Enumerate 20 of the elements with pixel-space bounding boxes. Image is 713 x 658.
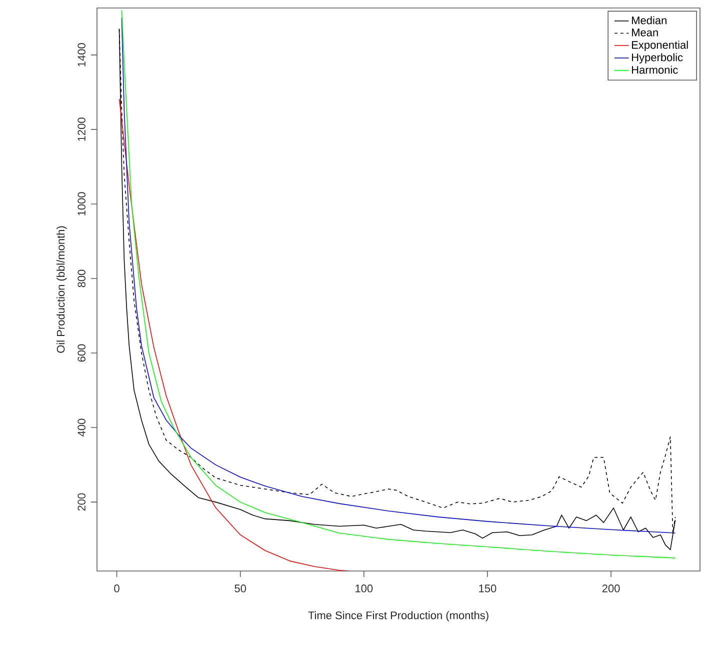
- x-tick-label: 200: [602, 584, 620, 592]
- y-tick-label: 200: [78, 493, 86, 511]
- x-tick-label: 150: [479, 584, 496, 592]
- y-tick-label: 800: [78, 270, 86, 288]
- y-axis-title: Oil Production (bbl/month): [56, 226, 67, 353]
- legend-label: Median: [632, 16, 666, 24]
- legend-label: Harmonic: [632, 66, 678, 74]
- x-tick-label: 0: [114, 584, 120, 592]
- legend-label: Exponential: [632, 40, 688, 51]
- x-tick-label: 50: [234, 584, 246, 592]
- y-tick-label: 600: [78, 344, 86, 362]
- y-tick-label: 1000: [78, 192, 86, 216]
- legend-label: Mean: [632, 28, 658, 36]
- y-tick-label: 1400: [78, 43, 86, 66]
- line-series: [118, 98, 350, 571]
- x-tick-label: 100: [356, 584, 373, 592]
- y-tick-label: 1200: [78, 118, 86, 141]
- legend-label: Hyperbolic: [632, 53, 683, 64]
- x-axis-title: Time Since First Production (months): [308, 611, 488, 622]
- y-tick-label: 400: [78, 418, 86, 436]
